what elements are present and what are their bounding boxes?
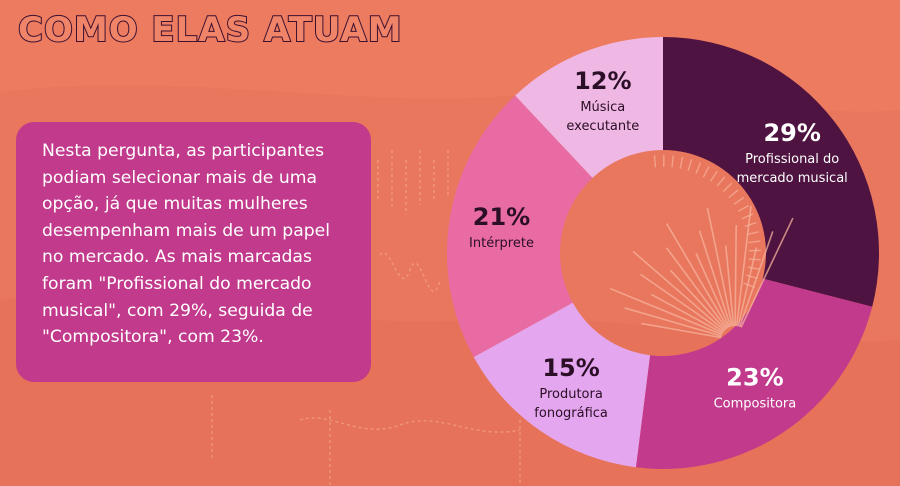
slice-category-label: Intérprete	[469, 236, 534, 251]
slice-value-label: 29%	[763, 119, 820, 147]
donut-slice-2	[473, 302, 651, 468]
slice-value-label: 15%	[542, 354, 599, 382]
slice-category-label: mercado musical	[737, 171, 848, 186]
donut-slice-1	[635, 278, 873, 469]
page-title: COMO ELAS ATUAM	[17, 9, 403, 51]
slice-value-label: 12%	[574, 67, 631, 95]
slice-category-label: Produtora	[539, 387, 602, 402]
donut-slice-0	[663, 37, 879, 307]
slice-category-label: fonográfica	[534, 406, 608, 421]
sunburst-decoration	[609, 154, 794, 339]
slice-category-label: Música	[580, 100, 625, 115]
slice-value-label: 23%	[726, 364, 783, 392]
slice-category-label: executante	[566, 119, 639, 134]
donut-slice-4	[515, 37, 663, 178]
donut-slice-3	[446, 95, 593, 358]
slice-category-label: Compositora	[714, 397, 797, 412]
description-text: Nesta pergunta, as participantes podiam …	[42, 141, 330, 348]
slice-category-label: Profissional do	[745, 152, 839, 167]
slice-value-label: 21%	[473, 203, 530, 231]
description-box: Nesta pergunta, as participantes podiam …	[16, 122, 371, 382]
